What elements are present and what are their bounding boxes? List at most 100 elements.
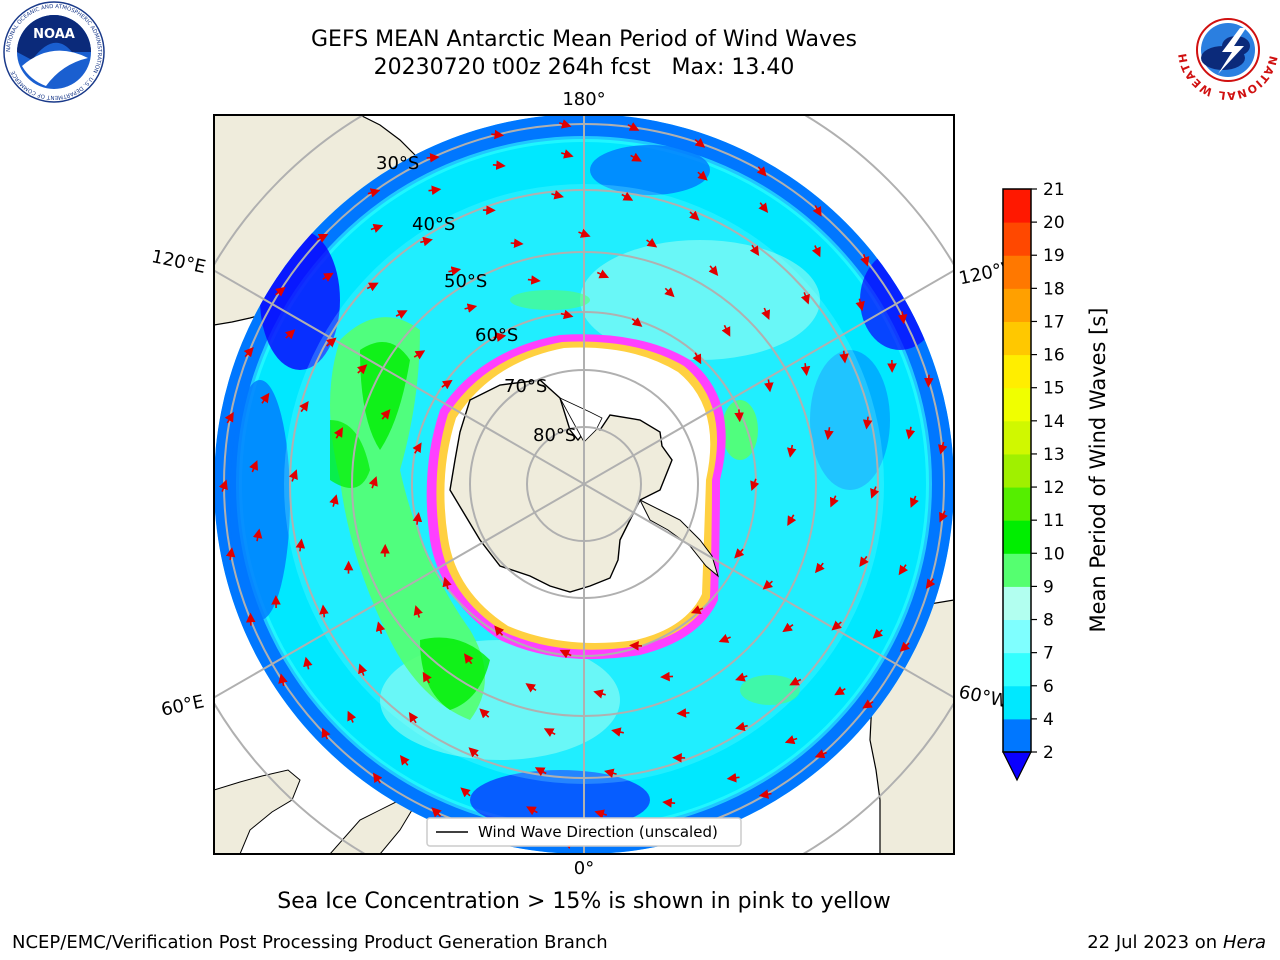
- wind-wave-arrow: [812, 205, 822, 217]
- colorbar-segment: [1003, 288, 1031, 322]
- noaa-logo: NOAA NATIONAL OCEANIC AND ATMOSPHERIC AD…: [3, 1, 105, 103]
- wind-wave-arrow: [295, 538, 306, 552]
- footer-credit: NCEP/EMC/Verification Post Processing Pr…: [12, 932, 608, 953]
- wind-wave-arrow: [870, 486, 880, 499]
- wind-wave-arrow: [468, 747, 479, 758]
- wind-wave-arrow: [899, 641, 910, 652]
- wind-wave-arrow: [460, 787, 471, 798]
- wind-wave-arrow: [431, 807, 442, 818]
- wind-wave-arrow: [526, 806, 538, 816]
- wind-wave-arrow: [288, 469, 298, 482]
- colorbar-tick-label: 11: [1043, 511, 1065, 531]
- colorbar-tick-label: 9: [1043, 577, 1054, 597]
- wind-wave-arrow: [814, 749, 827, 759]
- wind-wave-arrow: [839, 350, 849, 364]
- wind-wave-arrow: [872, 628, 883, 639]
- wind-wave-arrow: [303, 656, 313, 670]
- wind-wave-arrow: [735, 721, 748, 732]
- wind-wave-arrow: [594, 809, 608, 819]
- chart-title: GEFS MEAN Antarctic Mean Period of Wind …: [311, 27, 857, 52]
- wind-wave-arrow: [905, 426, 916, 440]
- wind-wave-arrow: [428, 185, 442, 196]
- wind-wave-arrow: [859, 555, 869, 567]
- colorbar-tick-label: 17: [1043, 312, 1065, 332]
- colorbar-segment: [1003, 718, 1031, 753]
- wind-wave-arrow: [426, 152, 440, 163]
- wind-wave-arrow: [463, 653, 474, 665]
- colorbar-segment: [1003, 354, 1031, 389]
- wind-wave-arrow: [224, 411, 234, 424]
- chart-subtitle: 20230720 t00z 264h fcst Max: 13.40: [373, 55, 795, 80]
- wind-wave-arrow: [749, 244, 760, 257]
- wind-wave-arrow: [249, 460, 259, 473]
- wind-wave-arrow: [750, 478, 760, 492]
- wind-wave-arrow: [662, 798, 676, 808]
- colorbar-segment: [1003, 520, 1031, 554]
- nws-logo: NATIONAL WEATHER SERVICE: [1178, 0, 1278, 100]
- wind-wave-arrow: [560, 309, 574, 320]
- footer-date: 22 Jul 2023 on Hera: [1087, 932, 1266, 953]
- wind-wave-arrow: [734, 548, 745, 559]
- wind-wave-arrow: [448, 266, 462, 276]
- colorbar-segment: [1003, 453, 1031, 488]
- wind-wave-arrow: [493, 332, 507, 342]
- wind-wave-arrow: [413, 350, 426, 360]
- lon-label-0: 0°: [574, 858, 594, 879]
- wind-wave-arrow: [527, 275, 541, 285]
- wind-wave-arrow: [413, 605, 423, 618]
- footer-host: Hera: [1222, 932, 1266, 953]
- wind-wave-arrow: [621, 191, 634, 201]
- lat-label-80s: 80°S: [533, 425, 576, 446]
- wind-wave-arrow: [764, 379, 774, 393]
- wind-wave-arrow: [442, 576, 452, 590]
- wind-wave-arrow: [689, 210, 700, 221]
- colorbar-extend-arrow: [1002, 751, 1032, 782]
- wind-wave-arrow: [375, 621, 386, 635]
- wind-wave-arrow: [734, 409, 744, 423]
- wind-wave-arrow: [726, 772, 740, 783]
- wind-wave-arrow: [259, 392, 270, 404]
- colorbar-segment: [1003, 420, 1031, 455]
- lon-label-60e: 60°E: [159, 691, 206, 721]
- wind-wave-arrow: [860, 254, 870, 267]
- wind-wave-arrow: [412, 442, 422, 454]
- wind-wave-arrow: [631, 317, 643, 327]
- wind-wave-arrow: [322, 272, 334, 282]
- wind-wave-arrow: [627, 122, 640, 131]
- wind-wave-arrow: [664, 287, 675, 298]
- wind-wave-arrow: [862, 699, 874, 709]
- madagascar-land: [329, 799, 413, 854]
- colorbar-tick-label: 4: [1043, 710, 1054, 730]
- wind-wave-arrow: [800, 363, 811, 377]
- wind-wave-arrow: [811, 245, 821, 258]
- wind-wave-arrow: [789, 676, 802, 686]
- wind-wave-arrow: [326, 337, 337, 348]
- wind-wave-arrow: [525, 683, 537, 693]
- map-frame: [213, 114, 955, 855]
- lon-label-60w: 60°W: [957, 682, 1010, 713]
- wind-wave-arrow: [559, 649, 572, 659]
- wind-wave-arrow: [604, 768, 617, 778]
- wind-wave-arrow: [708, 265, 719, 276]
- wind-wave-arrow: [543, 728, 556, 738]
- wind-wave-arrow: [347, 710, 357, 723]
- wind-wave-arrow: [787, 514, 797, 526]
- colorbar: 2 4 6 7 8 9 10 11 12 13 14 15 16 17 18 19 20 21 Mean Peri…: [1002, 180, 1110, 782]
- lon-label-180: 180°: [562, 89, 605, 110]
- wind-wave-arrow: [534, 767, 547, 777]
- wind-wave-arrow: [758, 202, 769, 214]
- colorbar-segment: [1003, 387, 1031, 422]
- wind-wave-arrow: [278, 673, 288, 687]
- wind-wave-arrow: [800, 292, 810, 305]
- wind-wave-arrow: [814, 562, 825, 574]
- colorbar-tick-label: 20: [1043, 213, 1065, 233]
- wind-wave-arrow: [333, 427, 343, 439]
- map-legend: Wind Wave Direction (unscaled): [426, 817, 742, 847]
- wind-wave-arrow: [218, 479, 228, 492]
- wind-wave-arrow: [939, 510, 948, 523]
- wind-wave-arrow: [938, 441, 948, 455]
- colorbar-tick-label: 8: [1043, 611, 1054, 631]
- lon-label-120e: 120°E: [150, 246, 208, 278]
- colorbar-tick-label: 6: [1043, 677, 1054, 697]
- colorbar-tick-label: 16: [1043, 346, 1065, 366]
